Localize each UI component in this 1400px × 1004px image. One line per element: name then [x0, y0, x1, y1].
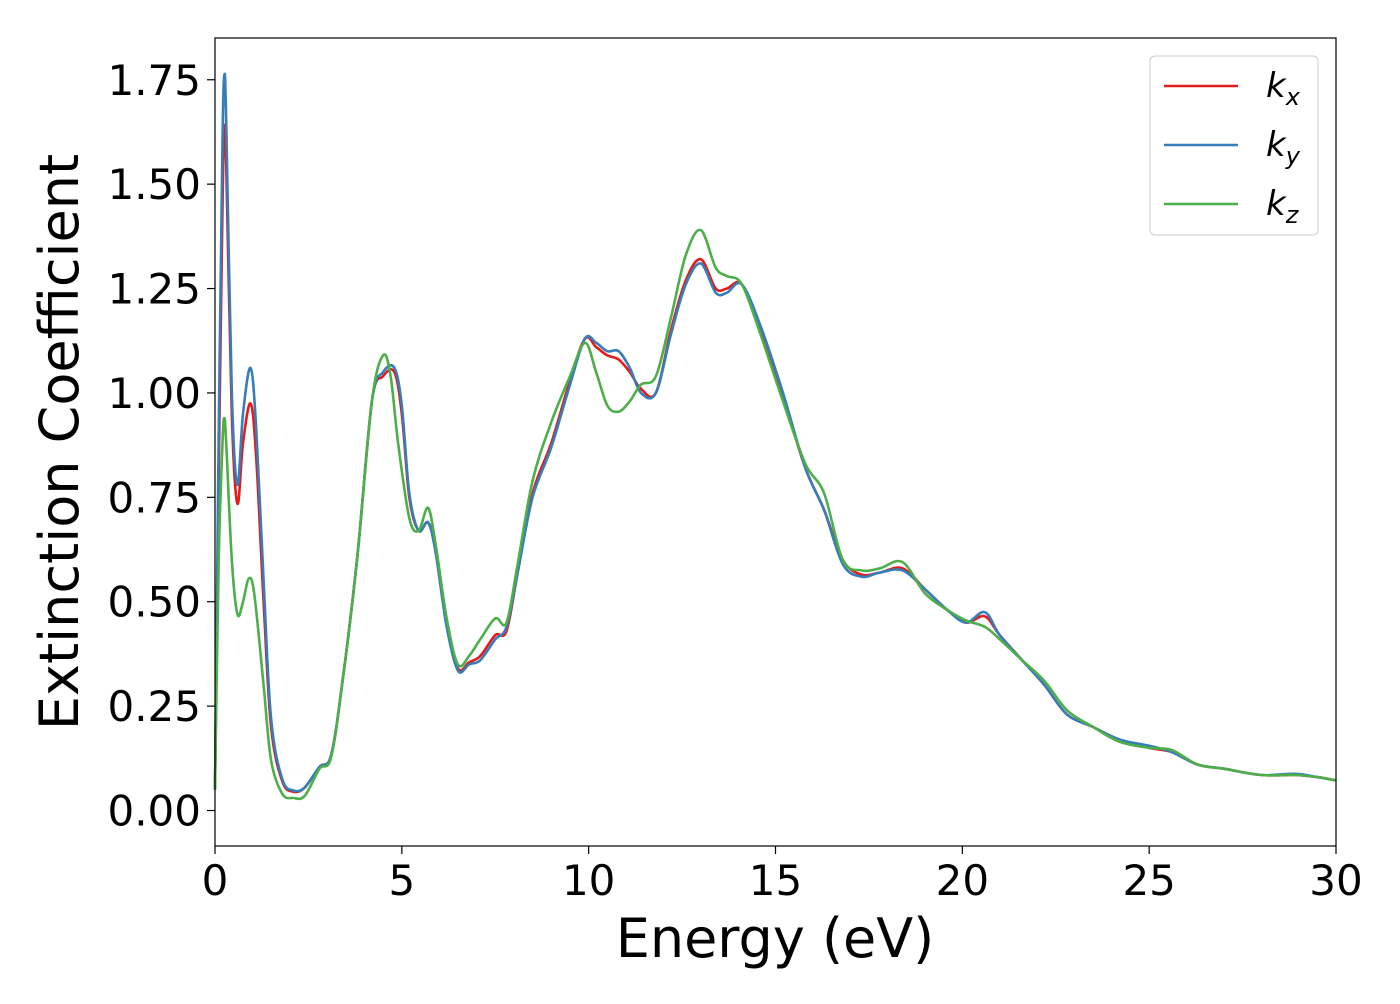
x-axis-ticks: 0 5 10 15 20 25 30 — [202, 846, 1363, 905]
legend-label-main: k — [1266, 125, 1287, 165]
y-tick-label: 0.50 — [107, 578, 201, 627]
series-layer — [213, 72, 1337, 801]
legend-label-subscript: x — [1285, 83, 1301, 111]
x-tick-label: 25 — [1122, 856, 1175, 905]
y-tick-label: 0.75 — [107, 473, 201, 522]
x-tick-label: 10 — [562, 856, 615, 905]
legend-label-subscript: z — [1285, 201, 1300, 229]
legend-label-k-z: kz — [1266, 184, 1300, 229]
y-axis-ticks: 0.00 0.25 0.50 0.75 1.00 1.25 1.50 1.75 — [107, 56, 215, 836]
y-tick-label: 0.00 — [107, 787, 201, 836]
legend-label-main: k — [1266, 184, 1287, 224]
series-line-k-z — [213, 228, 1337, 801]
series-line-k-y — [213, 72, 1337, 793]
legend-label-subscript: y — [1285, 142, 1301, 170]
x-tick-label: 30 — [1309, 856, 1362, 905]
legend-label-main: k — [1266, 66, 1287, 106]
y-tick-label: 1.00 — [107, 369, 201, 418]
y-tick-label: 1.50 — [107, 160, 201, 209]
y-tick-label: 0.25 — [107, 682, 201, 731]
x-tick-label: 5 — [388, 856, 415, 905]
x-tick-label: 0 — [202, 856, 229, 905]
y-tick-label: 1.25 — [107, 265, 201, 314]
x-tick-label: 20 — [936, 856, 989, 905]
x-axis-label: Energy (eV) — [616, 907, 935, 970]
legend-label-k-y: ky — [1266, 125, 1301, 170]
y-tick-label: 1.75 — [107, 56, 201, 105]
y-axis-label: Extinction Coefficient — [28, 154, 91, 730]
legend-label-k-x: kx — [1266, 66, 1301, 111]
x-tick-label: 15 — [749, 856, 802, 905]
